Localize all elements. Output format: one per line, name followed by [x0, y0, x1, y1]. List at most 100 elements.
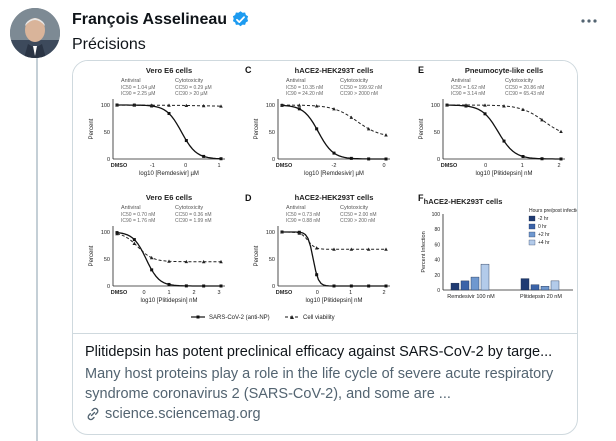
x-axis-label: log10 [Remdesivir] µM	[304, 171, 364, 177]
verified-badge-icon	[232, 11, 249, 27]
card-body[interactable]: Plitidepsin has potent preclinical effic…	[73, 333, 577, 434]
antiviral-marker	[384, 157, 388, 161]
antiviral-marker	[219, 284, 223, 288]
x-tick-label: 3	[217, 290, 220, 296]
y-axis-label: Percent Infection	[421, 231, 427, 272]
panel-title: Vero E6 cells	[146, 66, 192, 75]
x-tick-label: 2	[557, 163, 560, 169]
y-tick-label: 100	[432, 212, 441, 218]
x-tick-label: -2	[332, 163, 337, 169]
viability-marker	[349, 247, 354, 251]
stat-label: Cytotoxicity	[505, 78, 533, 84]
legend-label: Cell viability	[303, 315, 335, 321]
antiviral-curve	[116, 231, 221, 287]
viability-marker	[332, 247, 336, 251]
viability-marker	[149, 103, 154, 107]
bar	[450, 282, 460, 291]
y-tick-label: 0	[272, 284, 275, 290]
stat-label: Cytotoxicity	[175, 205, 203, 211]
stat-label: Antiviral	[286, 78, 306, 84]
viability-marker	[115, 103, 119, 107]
stat-value: IC50 = 10.35 nM	[286, 85, 323, 91]
panel-letter: E	[418, 65, 424, 75]
stat-label: Antiviral	[286, 205, 306, 211]
y-axis-label: Percent	[254, 245, 260, 266]
legend-title: Hours pre/post infection	[529, 208, 577, 214]
antiviral-marker	[367, 157, 371, 161]
viability-marker	[201, 259, 206, 264]
legend-swatch	[528, 215, 536, 222]
panel-letter: D	[245, 193, 252, 203]
antiviral-marker	[297, 107, 301, 111]
link-icon	[87, 407, 99, 421]
viability-curve	[447, 104, 562, 132]
y-tick-label: 100	[431, 103, 440, 109]
viability-marker	[540, 118, 544, 122]
bar	[470, 276, 480, 291]
stat-value: IC50 = 1.62 nM	[451, 85, 485, 91]
viability-marker	[184, 103, 189, 107]
y-tick-label: 60	[434, 242, 440, 248]
stat-value: IC90 = 24.20 nM	[286, 91, 323, 97]
y-tick-label: 0	[107, 284, 110, 290]
y-tick-label: 50	[269, 257, 275, 263]
x-tick-label: Plitidepsin 20 nM	[520, 294, 562, 300]
viability-marker	[132, 241, 137, 245]
legend-label: SARS-CoV-2 (anti-NP)	[209, 315, 270, 321]
legend-label: +4 hr	[538, 240, 550, 246]
stat-value: CC50 = 0.36 nM	[175, 212, 212, 218]
viability-marker	[384, 133, 388, 137]
antiviral-marker	[219, 157, 223, 161]
avatar[interactable]	[10, 8, 60, 58]
x-tick-label: 0	[484, 163, 487, 169]
viability-marker	[115, 231, 119, 236]
viability-marker	[297, 231, 302, 235]
viability-marker	[297, 103, 302, 107]
viability-marker	[201, 103, 206, 108]
panel-title: hACE2-HEK293T cells	[295, 193, 374, 202]
more-options-icon[interactable]	[580, 12, 598, 30]
viability-marker	[280, 103, 284, 107]
card-title: Plitidepsin has potent preclinical effic…	[85, 344, 553, 360]
panel-title: hACE2-HEK293T cells	[424, 197, 503, 206]
y-tick-label: 100	[101, 103, 110, 109]
antiviral-marker	[483, 112, 487, 116]
y-tick-label: 50	[269, 130, 275, 136]
stat-value: IC90 = 2.25 µM	[121, 91, 155, 97]
y-tick-label: 0	[107, 157, 110, 163]
y-tick-label: 20	[434, 273, 440, 279]
viability-marker	[219, 104, 223, 108]
antiviral-curve	[447, 104, 561, 160]
y-axis-label: Percent	[89, 118, 95, 139]
stat-value: CC90 > 2000 nM	[340, 91, 378, 97]
stat-value: CC50 = 20.86 nM	[505, 85, 544, 91]
antiviral-marker	[521, 155, 525, 159]
antiviral-marker	[132, 238, 136, 242]
stat-value: CC50 = 2.00 nM	[340, 212, 377, 218]
stat-value: IC90 = 3.14 nM	[451, 91, 485, 97]
stat-value: IC90 = 0.88 nM	[286, 218, 320, 224]
antiviral-marker	[184, 139, 188, 143]
antiviral-marker	[184, 284, 188, 288]
antiviral-marker	[167, 282, 171, 286]
x-tick-label: 0	[142, 290, 145, 296]
viability-marker	[366, 247, 371, 251]
legend-marker-antiviral	[196, 315, 200, 319]
x-tick-label: 1	[217, 163, 220, 169]
stat-value: IC50 = 0.70 nM	[121, 212, 155, 218]
author: François Asselineau	[72, 10, 250, 29]
x-tick-label: -1	[150, 163, 155, 169]
viability-marker	[332, 107, 336, 111]
link-card[interactable]: Vero E6 cells Antiviral IC50 = 1.04 µM IC90…	[72, 60, 578, 435]
author-name[interactable]: François Asselineau	[72, 10, 228, 28]
viability-marker	[502, 104, 506, 108]
x-tick-label: 0	[184, 163, 187, 169]
x-tick-label: 0	[382, 163, 385, 169]
x-tick-label: DMSO	[441, 163, 458, 169]
viability-marker	[219, 259, 223, 264]
x-tick-label: 2	[192, 290, 195, 296]
stat-value: CC50 = 199.92 nM	[340, 85, 382, 91]
x-tick-label: Remdesivir 100 nM	[447, 294, 495, 300]
y-tick-label: 50	[104, 257, 110, 263]
